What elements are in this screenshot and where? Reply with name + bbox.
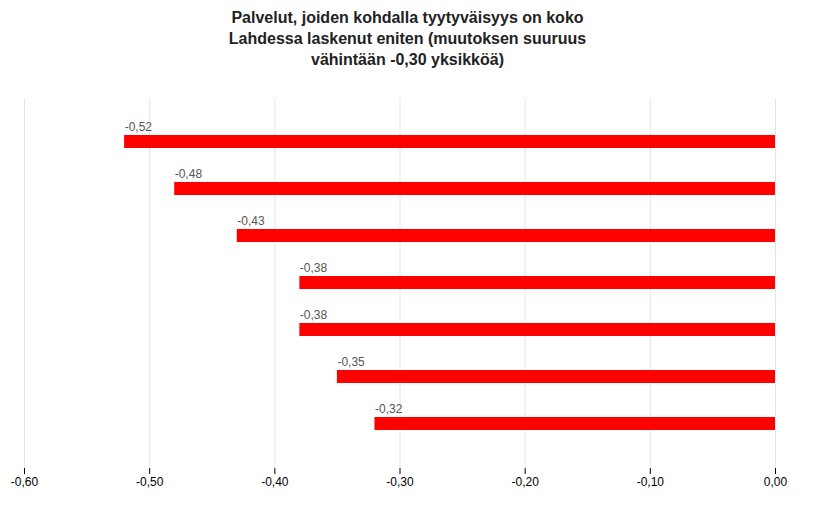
svg-text:-0,40: -0,40 xyxy=(261,475,289,489)
svg-text:-0,30: -0,30 xyxy=(386,475,414,489)
svg-text:-0,35: -0,35 xyxy=(337,355,365,369)
svg-text:-0,38: -0,38 xyxy=(300,308,328,322)
svg-text:-0,48: -0,48 xyxy=(175,167,203,181)
svg-text:-0,43: -0,43 xyxy=(237,214,265,228)
svg-text:-0,52: -0,52 xyxy=(125,120,153,134)
svg-text:-0,32: -0,32 xyxy=(375,402,403,416)
svg-text:-0,20: -0,20 xyxy=(511,475,539,489)
svg-text:-0,50: -0,50 xyxy=(136,475,164,489)
svg-text:-0,10: -0,10 xyxy=(637,475,665,489)
svg-text:-0,38: -0,38 xyxy=(300,261,328,275)
svg-text:0,00: 0,00 xyxy=(764,475,788,489)
html-text:Palvelut, joiden kohdalla tyyt: Palvelut, joiden kohdalla tyytyväisyys o… xyxy=(228,9,587,68)
svg-text:-0,60: -0,60 xyxy=(11,475,39,489)
